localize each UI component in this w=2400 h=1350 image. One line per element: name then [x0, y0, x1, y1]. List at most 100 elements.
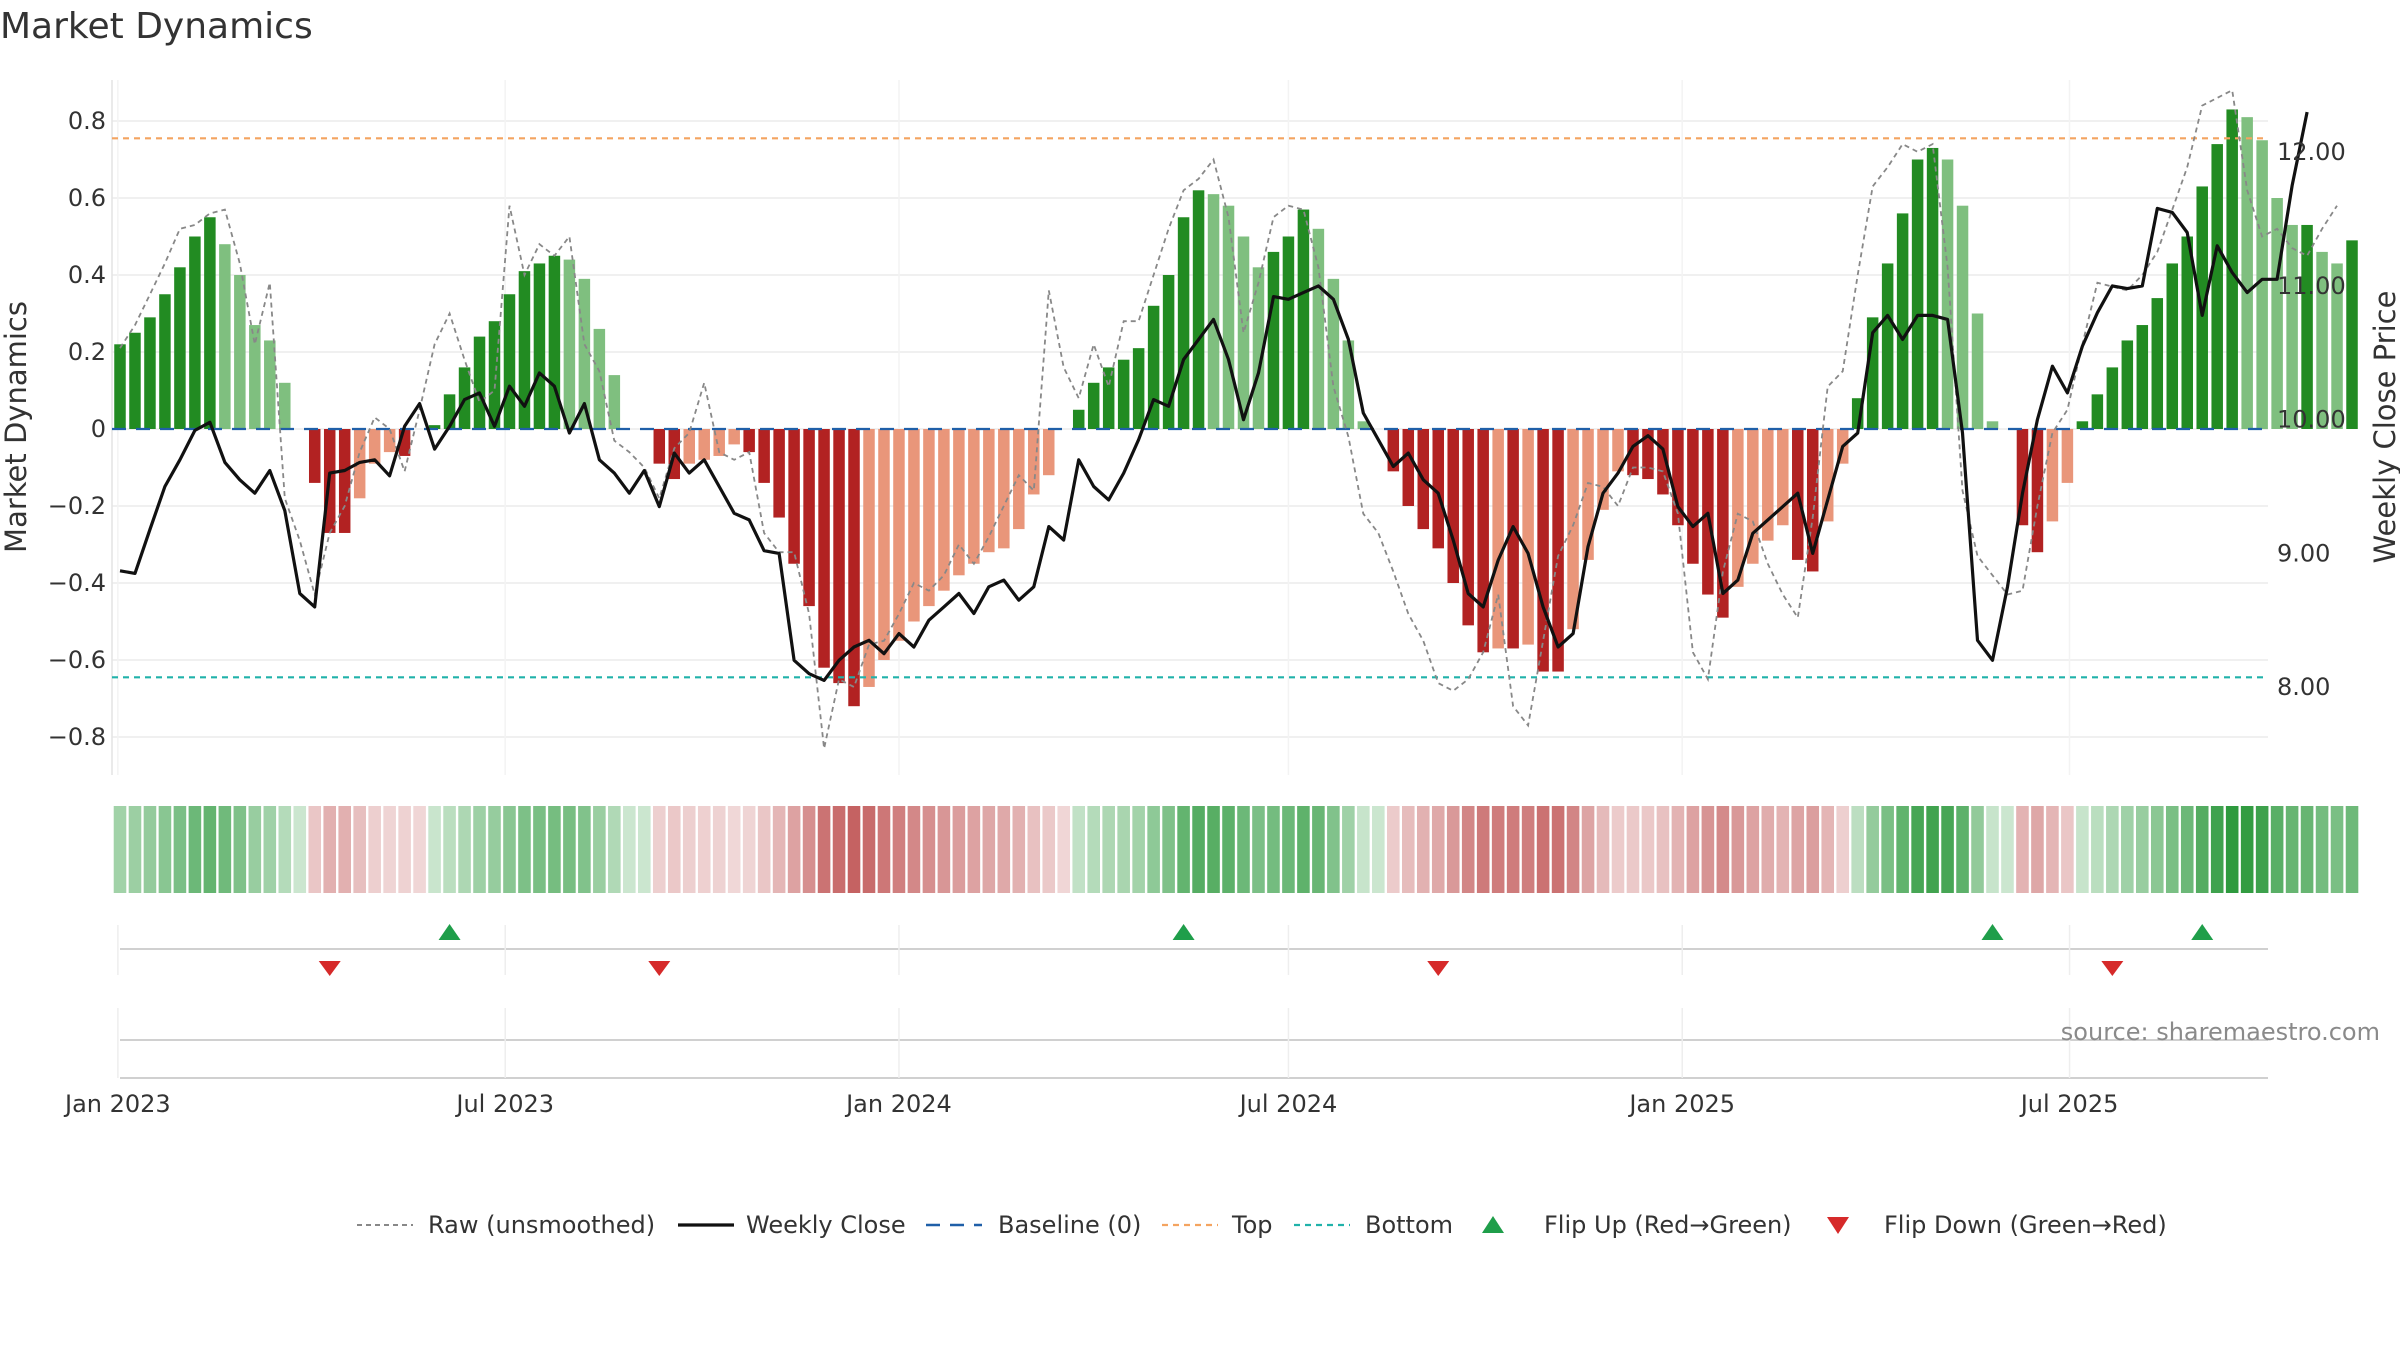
heat-cell: [1342, 806, 1355, 893]
heat-cell: [218, 806, 232, 893]
left-tick-label-3: 0.2: [68, 338, 106, 366]
dynamics-bar: [264, 340, 276, 429]
right-axis-ticks: 12.00 11.00 10.00 9.00 8.00: [2277, 138, 2346, 701]
dynamics-bar: [2241, 117, 2253, 430]
dynamics-bar: [1687, 429, 1699, 564]
dynamics-bar: [563, 259, 576, 429]
dynamics-bar: [533, 263, 546, 429]
heat-cell: [2046, 806, 2059, 893]
flip-up-marker: [438, 924, 461, 940]
dynamics-bar: [2151, 298, 2164, 429]
dynamics-bar: [773, 429, 785, 518]
heat-cell: [1881, 806, 1894, 893]
heat-cell: [712, 806, 726, 893]
flip-down-marker: [2101, 961, 2124, 976]
heat-cell: [1566, 806, 1580, 893]
heat-cell: [383, 806, 396, 893]
heat-cell: [1162, 806, 1175, 893]
x-tick-label-0: Jan 2023: [63, 1090, 171, 1118]
heat-cell: [757, 806, 771, 893]
heat-cell: [1656, 806, 1670, 893]
heat-cell: [1267, 806, 1280, 893]
dynamics-bar: [1297, 209, 1310, 429]
dynamics-bar: [129, 332, 141, 429]
dynamics-bar: [234, 275, 246, 429]
heat-cell: [2106, 806, 2119, 893]
dynamics-bar: [2271, 198, 2283, 429]
dynamics-bar: [1507, 429, 1519, 649]
heat-cell: [2061, 806, 2074, 893]
heat-cell: [1192, 806, 1205, 893]
dynamics-bar: [503, 294, 516, 429]
dynamics-bar: [1911, 159, 1924, 429]
dynamics-bar: [1342, 340, 1355, 429]
heat-cell: [1327, 806, 1340, 893]
heat-cell: [1401, 806, 1415, 893]
heat-cell: [2150, 806, 2164, 893]
dynamics-bar: [878, 429, 890, 660]
heat-cell: [308, 806, 322, 893]
dynamics-bar: [968, 429, 980, 564]
dynamics-bar: [893, 429, 905, 641]
dynamics-bar: [1387, 429, 1400, 472]
dynamics-bar: [338, 429, 351, 533]
heat-cell: [922, 806, 936, 893]
legend-label-5: Flip Up (Red→Green): [1544, 1211, 1792, 1239]
dynamics-bar: [1642, 429, 1654, 480]
dynamics-bar: [1312, 228, 1325, 429]
left-axis-title: Market Dynamics: [0, 301, 33, 553]
dynamics-bar: [1282, 236, 1295, 429]
heat-cell: [188, 806, 202, 893]
dynamics-bar: [578, 278, 591, 429]
heat-cell: [682, 806, 696, 893]
dynamics-bar: [1657, 429, 1669, 495]
heat-cell: [263, 806, 277, 893]
heat-cell: [1836, 806, 1849, 893]
heat-cell: [967, 806, 981, 893]
heat-cell: [1252, 806, 1265, 893]
left-tick-label-4: 0: [91, 415, 106, 443]
dynamics-bar: [428, 425, 441, 429]
dynamics-bar: [608, 375, 621, 429]
heat-cell: [1087, 806, 1100, 893]
dynamics-bar: [1806, 429, 1819, 572]
heat-cell: [1297, 806, 1310, 893]
flip-down-marker: [318, 961, 341, 976]
heat-cell: [1357, 806, 1370, 893]
dynamics-bar: [2076, 421, 2089, 429]
dynamics-bar: [1072, 409, 1085, 429]
heat-cell: [143, 806, 157, 893]
dynamics-bar: [443, 394, 456, 429]
legend-label-4: Bottom: [1365, 1211, 1453, 1239]
heat-cell: [368, 806, 381, 893]
heat-cell: [1042, 806, 1056, 893]
heat-cell: [398, 806, 411, 893]
heat-cell: [2255, 806, 2269, 893]
dynamics-bar: [758, 429, 770, 483]
dynamics-bar: [803, 429, 815, 607]
right-tick-label-2: 10.00: [2277, 406, 2346, 434]
dynamics-bar: [174, 267, 186, 429]
heat-cell: [1387, 806, 1400, 893]
heat-cell: [1282, 806, 1295, 893]
heat-cell: [1551, 806, 1565, 893]
heat-cell: [1237, 806, 1250, 893]
dynamics-bar: [1552, 429, 1564, 672]
heat-cell: [1701, 806, 1715, 893]
heat-cell: [952, 806, 966, 893]
empty-panel: [117, 1008, 2268, 1079]
dynamics-bar: [1177, 217, 1190, 429]
heat-cell: [1446, 806, 1460, 893]
heat-cell: [1536, 806, 1550, 893]
heat-cell: [2330, 806, 2344, 893]
dynamics-bar: [1582, 429, 1594, 560]
heat-cell: [323, 806, 337, 893]
x-tick-label-2: Jan 2024: [844, 1090, 952, 1118]
dynamics-bar: [983, 429, 995, 553]
heat-cell: [1177, 806, 1190, 893]
dynamics-bar: [2016, 429, 2029, 526]
dynamics-bar: [1537, 429, 1549, 672]
heat-cell: [787, 806, 801, 893]
left-tick-label-8: −0.8: [48, 723, 106, 751]
